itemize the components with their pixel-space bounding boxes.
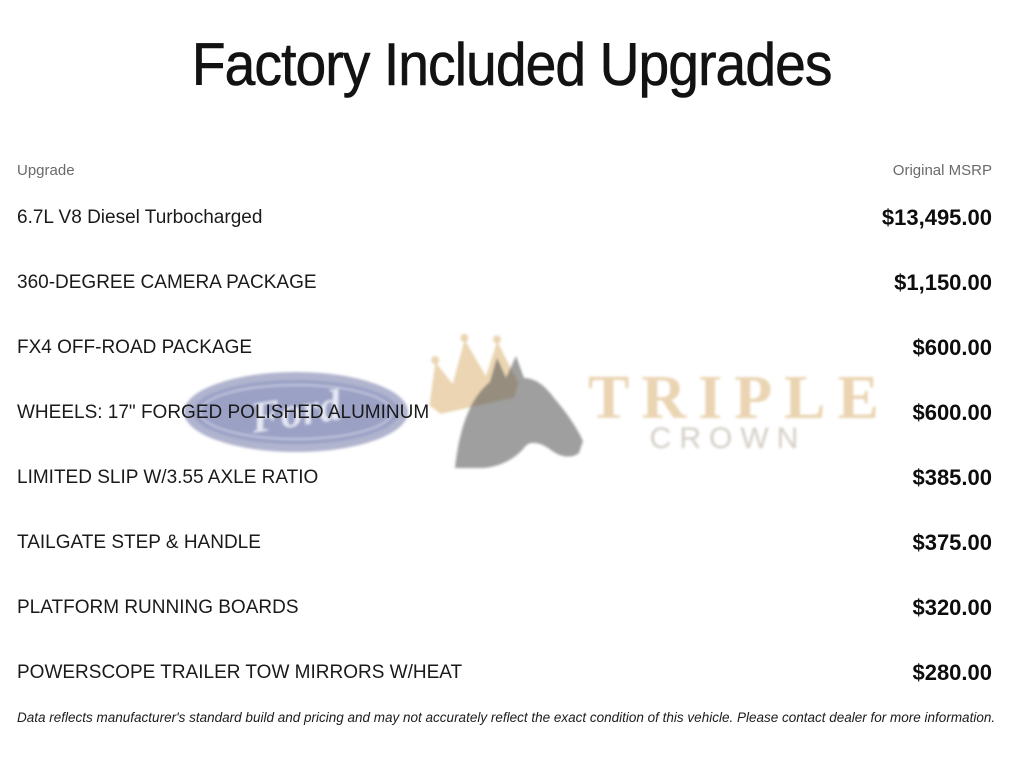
upgrade-price: $375.00 [912, 529, 992, 555]
upgrade-name: PLATFORM RUNNING BOARDS [17, 596, 299, 618]
table-row: 360-DEGREE CAMERA PACKAGE $1,150.00 [17, 250, 992, 315]
table-row: WHEELS: 17" FORGED POLISHED ALUMINUM $60… [17, 380, 992, 445]
table-body: 6.7L V8 Diesel Turbocharged $13,495.00 3… [17, 185, 992, 705]
upgrade-name: WHEELS: 17" FORGED POLISHED ALUMINUM [17, 401, 430, 423]
upgrade-name: POWERSCOPE TRAILER TOW MIRRORS W/HEAT [17, 661, 463, 683]
table-row: 6.7L V8 Diesel Turbocharged $13,495.00 [17, 185, 992, 250]
table-row: FX4 OFF-ROAD PACKAGE $600.00 [17, 315, 992, 380]
upgrade-price: $1,150.00 [894, 269, 992, 295]
table-row: TAILGATE STEP & HANDLE $375.00 [17, 510, 992, 575]
disclaimer-text: Data reflects manufacturer's standard bu… [17, 710, 996, 725]
upgrade-price: $600.00 [912, 334, 992, 360]
table-row: POWERSCOPE TRAILER TOW MIRRORS W/HEAT $2… [17, 640, 992, 705]
upgrades-table: Upgrade Original MSRP 6.7L V8 Diesel Tur… [17, 150, 992, 705]
upgrade-price: $320.00 [912, 594, 992, 620]
column-header-upgrade: Upgrade [17, 161, 75, 179]
upgrade-name: 6.7L V8 Diesel Turbocharged [17, 206, 263, 228]
upgrade-name: FX4 OFF-ROAD PACKAGE [17, 336, 253, 358]
table-header-row: Upgrade Original MSRP [17, 150, 992, 190]
upgrade-name: LIMITED SLIP W/3.55 AXLE RATIO [17, 466, 319, 488]
upgrade-name: TAILGATE STEP & HANDLE [17, 531, 261, 553]
upgrade-price: $600.00 [912, 399, 992, 425]
table-row: LIMITED SLIP W/3.55 AXLE RATIO $385.00 [17, 445, 992, 510]
column-header-msrp: Original MSRP [892, 161, 992, 179]
page-title-text: Factory Included Upgrades [192, 31, 833, 99]
upgrade-price: $13,495.00 [881, 204, 992, 230]
upgrade-price: $385.00 [912, 464, 992, 490]
table-row: PLATFORM RUNNING BOARDS $320.00 [17, 575, 992, 640]
page-title: Factory Included Upgrades [0, 30, 1024, 99]
upgrade-price: $280.00 [912, 659, 992, 685]
upgrade-name: 360-DEGREE CAMERA PACKAGE [17, 271, 317, 293]
